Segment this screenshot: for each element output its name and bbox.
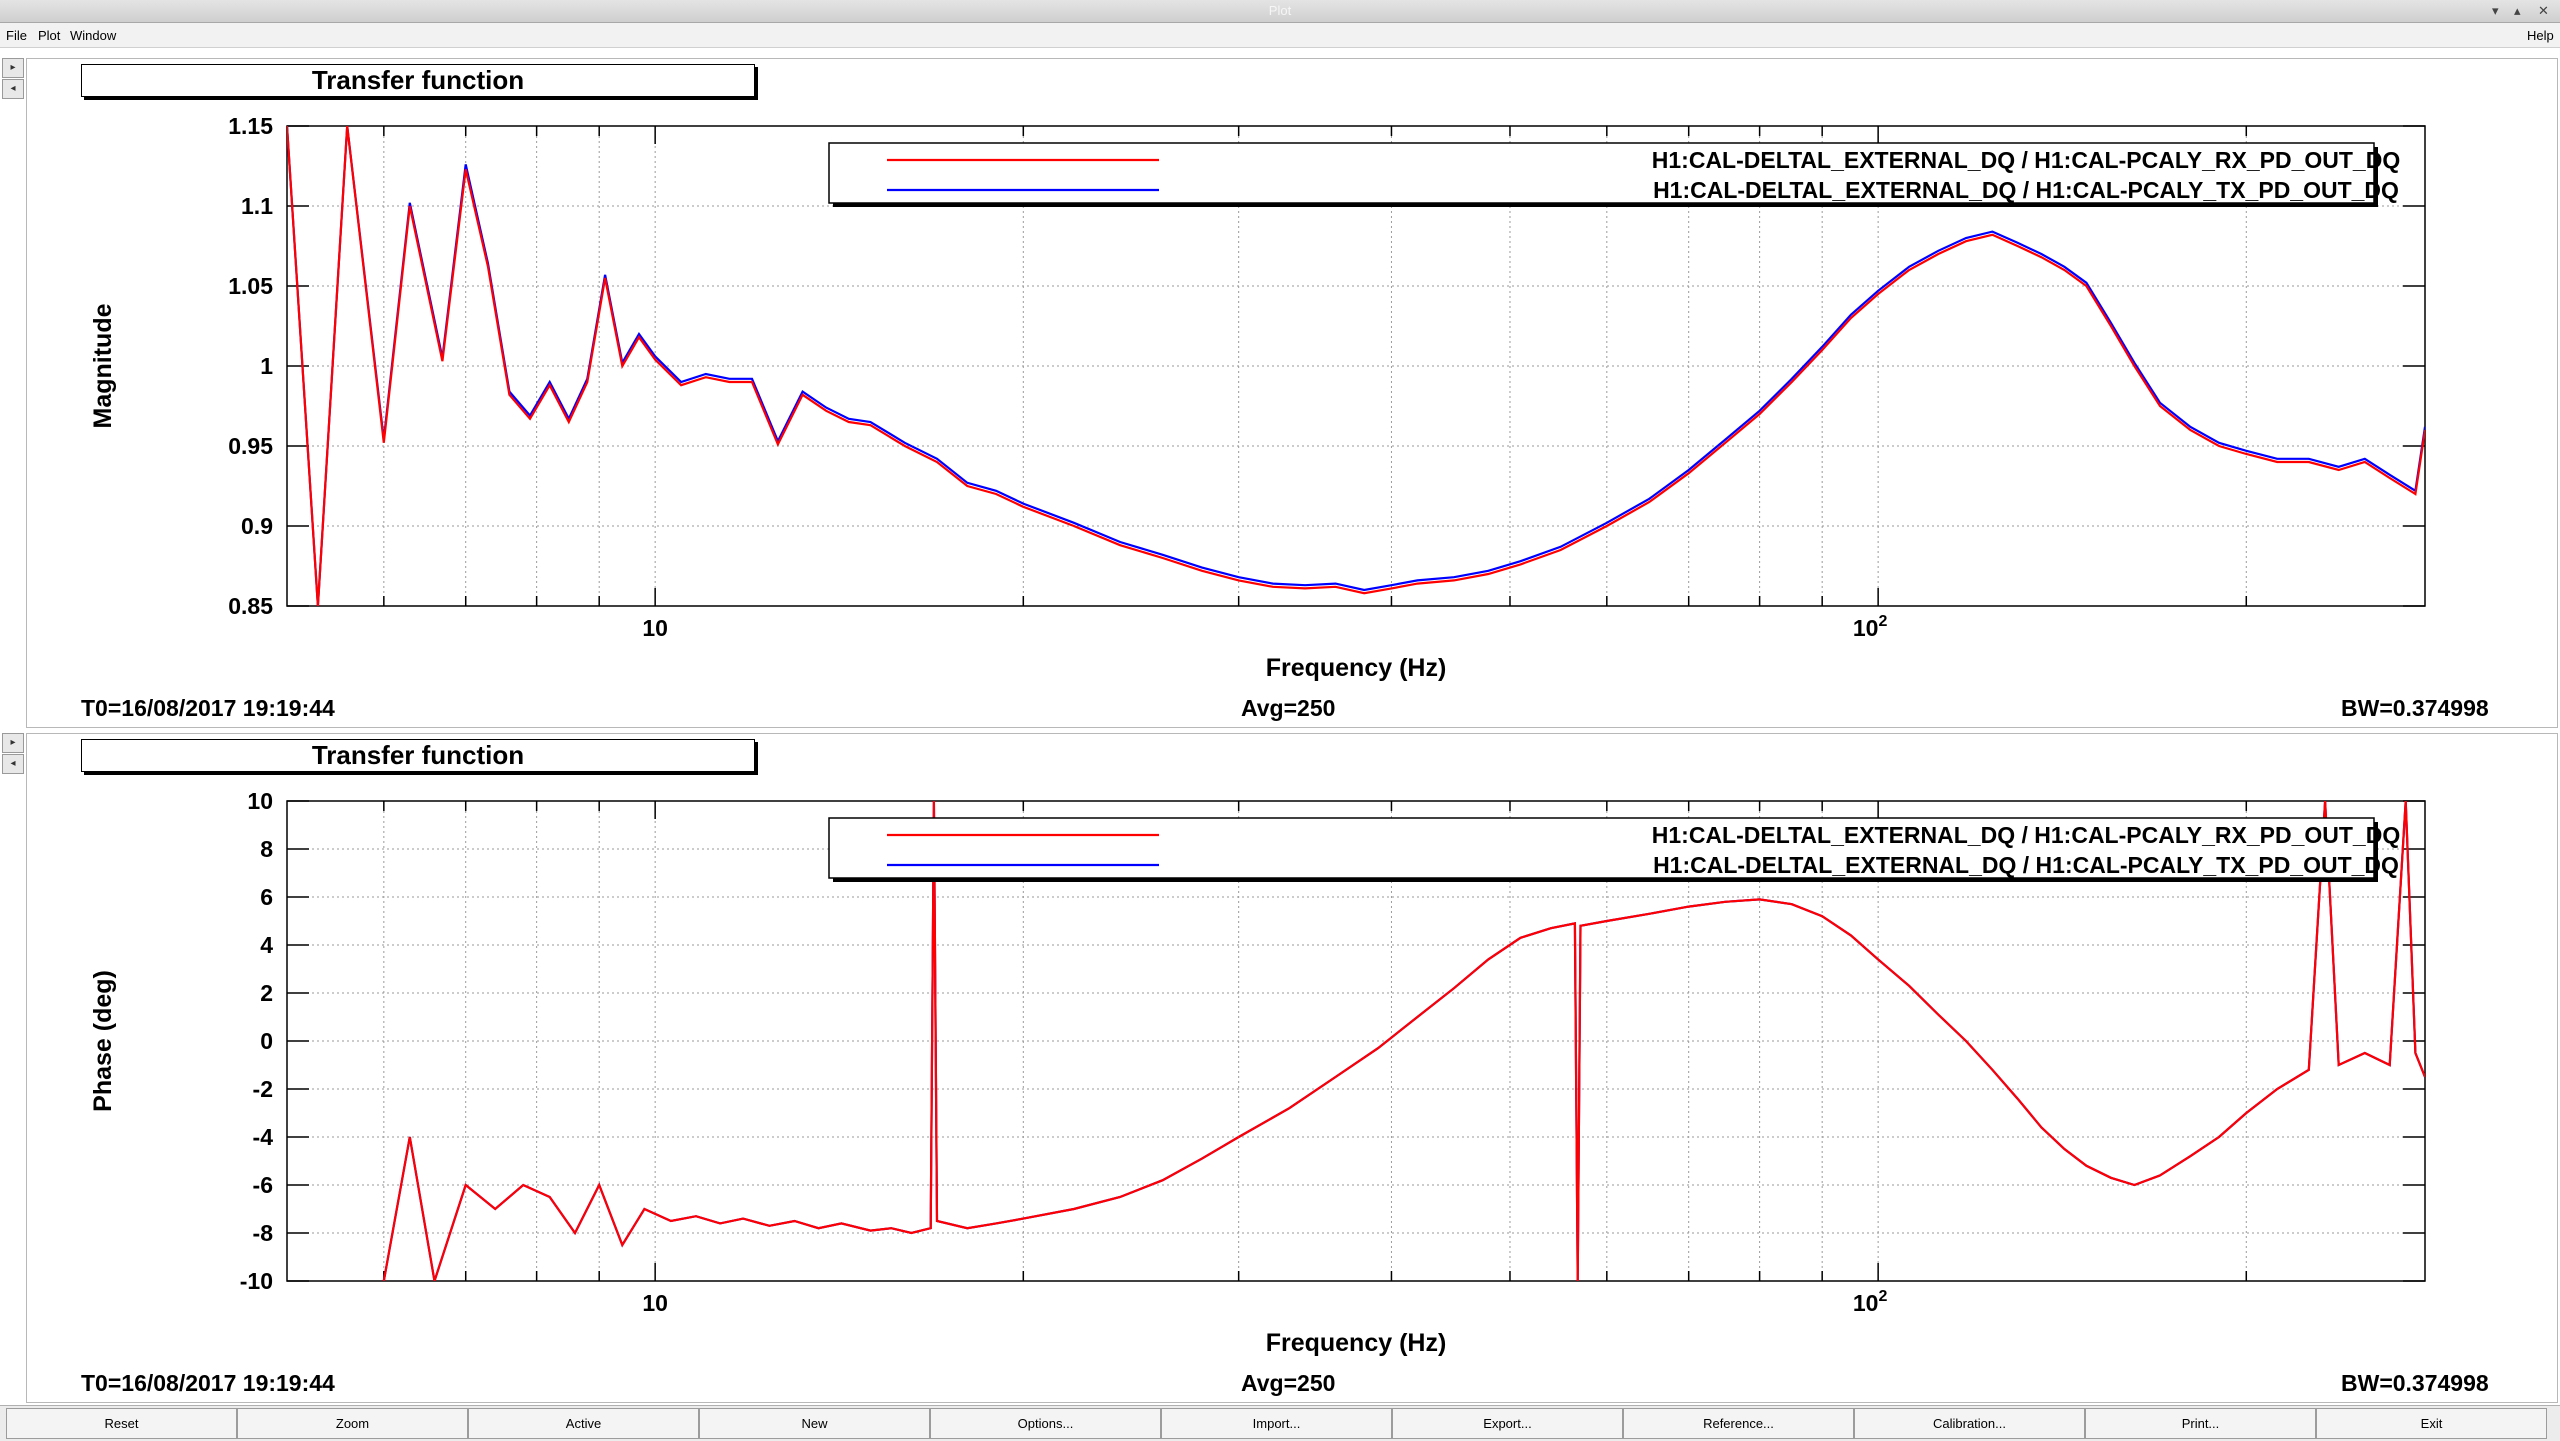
panel-1-bw: BW=0.374998 <box>2341 695 2489 721</box>
menu-help[interactable]: Help <box>2527 28 2554 43</box>
panel-1-side-buttons: ▸ ◂ <box>2 58 24 100</box>
menu-window[interactable]: Window <box>70 28 117 43</box>
x-axis-label: Frequency (Hz) <box>1266 654 1447 682</box>
legend-box <box>828 142 2375 204</box>
plot-panel-2[interactable]: -10 -8 -6 -4 -2 0 2 4 6 8 10 10 102 Frequency (Hz) Pha… <box>26 733 2558 1403</box>
plot-frame <box>286 125 2426 607</box>
y-tick-label: 0.95 <box>228 433 273 459</box>
y-tick-label: 4 <box>260 932 273 958</box>
panel-2-bw: BW=0.374998 <box>2341 1370 2489 1396</box>
y-tick-label: -4 <box>253 1124 274 1150</box>
window-titlebar[interactable]: Plot ▾ ▴ ✕ <box>0 0 2560 23</box>
y-tick-label: 1.1 <box>241 193 273 219</box>
menu-file[interactable]: File <box>6 28 27 43</box>
import-button[interactable]: Import... <box>1161 1408 1392 1439</box>
x-tick-label: 10 <box>642 615 668 641</box>
legend-label-tx: H1:CAL-DELTAL_EXTERNAL_DQ / H1:CAL-PCALY… <box>1653 177 2399 203</box>
x-tick-label: 102 <box>1853 1288 1888 1316</box>
menu-plot[interactable]: Plot <box>38 28 61 43</box>
series-line-rx <box>287 126 2425 606</box>
legend-label-rx: H1:CAL-DELTAL_EXTERNAL_DQ / H1:CAL-PCALY… <box>1652 822 2400 848</box>
y-tick-label: 2 <box>260 980 273 1006</box>
panel-2-avg: Avg=250 <box>1241 1370 1336 1396</box>
panel-1-collapse-button[interactable]: ◂ <box>2 79 24 99</box>
options-button[interactable]: Options... <box>930 1408 1161 1439</box>
panel-2-side-buttons: ▸ ◂ <box>2 733 24 775</box>
panel-2-collapse-button[interactable]: ◂ <box>2 754 24 774</box>
reset-button[interactable]: Reset <box>6 1408 237 1439</box>
legend-label-tx: H1:CAL-DELTAL_EXTERNAL_DQ / H1:CAL-PCALY… <box>1653 852 2399 878</box>
magnitude-chart[interactable]: 0.85 0.9 0.95 1 1.05 1.1 1.15 10 102 Frequency (H… <box>27 59 2557 727</box>
y-tick-label: 8 <box>260 836 273 862</box>
panel-1-title: Transfer function <box>81 64 755 97</box>
export-button[interactable]: Export... <box>1392 1408 1623 1439</box>
window-title: Plot <box>1268 3 1292 18</box>
minimize-icon[interactable]: ▾ <box>2492 3 2499 18</box>
plot-panel-1[interactable]: 0.85 0.9 0.95 1 1.05 1.1 1.15 10 102 Frequency (H… <box>26 58 2558 728</box>
legend-label-rx: H1:CAL-DELTAL_EXTERNAL_DQ / H1:CAL-PCALY… <box>1652 147 2400 173</box>
y-tick-label: -2 <box>253 1076 273 1102</box>
y-axis-label: Magnitude <box>89 303 117 428</box>
active-button[interactable]: Active <box>468 1408 699 1439</box>
bottom-toolbar: Reset Zoom Active New Options... Import.… <box>0 1405 2560 1441</box>
y-tick-label: 6 <box>260 884 273 910</box>
y-tick-label: 1.05 <box>228 273 273 299</box>
panel-2-title: Transfer function <box>81 739 755 772</box>
exit-button[interactable]: Exit <box>2316 1408 2547 1439</box>
x-tick-label: 10 <box>642 1290 668 1316</box>
x-tick-label: 102 <box>1853 613 1888 641</box>
calibration-button[interactable]: Calibration... <box>1854 1408 2085 1439</box>
panel-1-t0: T0=16/08/2017 19:19:44 <box>81 695 335 721</box>
panel-2-expand-button[interactable]: ▸ <box>2 733 24 753</box>
y-axis-label: Phase (deg) <box>89 970 117 1112</box>
menu-bar: File Plot Window Help <box>0 23 2560 48</box>
y-tick-label: -8 <box>253 1220 274 1246</box>
x-axis-label: Frequency (Hz) <box>1266 1329 1447 1357</box>
panel-2-t0: T0=16/08/2017 19:19:44 <box>81 1370 335 1396</box>
panel-1-expand-button[interactable]: ▸ <box>2 58 24 78</box>
panel-1-avg: Avg=250 <box>1241 695 1336 721</box>
y-tick-label: 0.85 <box>228 593 273 619</box>
y-tick-label: 1 <box>260 353 273 379</box>
new-button[interactable]: New <box>699 1408 930 1439</box>
reference-button[interactable]: Reference... <box>1623 1408 1854 1439</box>
phase-chart[interactable]: -10 -8 -6 -4 -2 0 2 4 6 8 10 10 102 Frequency (Hz) Pha… <box>27 734 2557 1402</box>
plot-frame <box>286 800 2426 1282</box>
y-tick-label: 0 <box>260 1028 273 1054</box>
close-icon[interactable]: ✕ <box>2538 3 2549 18</box>
legend-box <box>828 817 2375 879</box>
print-button[interactable]: Print... <box>2085 1408 2316 1439</box>
y-tick-label: -10 <box>240 1268 273 1294</box>
zoom-button[interactable]: Zoom <box>237 1408 468 1439</box>
series-line-rx <box>382 801 2425 1281</box>
y-tick-label: 1.15 <box>228 113 273 139</box>
y-tick-label: 10 <box>247 788 273 814</box>
y-tick-label: 0.9 <box>241 513 273 539</box>
y-tick-label: -6 <box>253 1172 273 1198</box>
maximize-icon[interactable]: ▴ <box>2514 3 2521 18</box>
